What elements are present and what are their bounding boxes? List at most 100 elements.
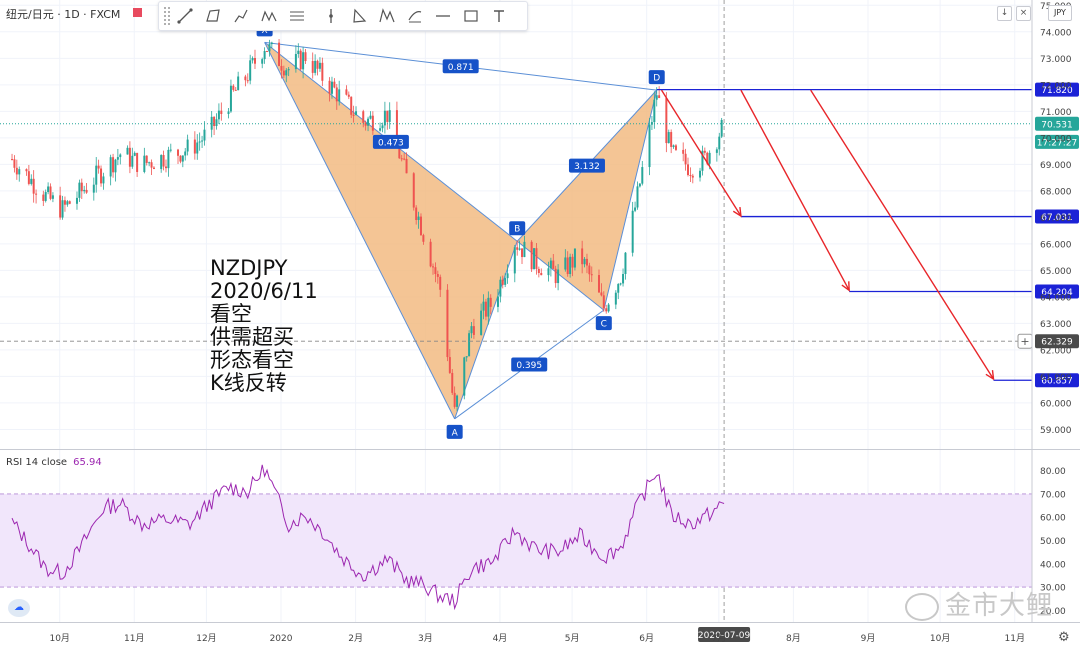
- candle-body: [143, 155, 146, 172]
- triangle-icon[interactable]: [345, 3, 373, 29]
- candle-body: [432, 266, 435, 268]
- vertical-line-icon[interactable]: [317, 3, 345, 29]
- gear-icon[interactable]: ⚙: [1058, 630, 1070, 645]
- candle-body: [419, 216, 422, 236]
- candle-body: [162, 155, 165, 167]
- candle-body: [95, 165, 98, 185]
- candle-body: [345, 89, 348, 95]
- candle-body: [210, 116, 213, 130]
- candle-body: [330, 81, 333, 94]
- candle-body: [564, 257, 567, 270]
- currency-button[interactable]: JPY: [1048, 5, 1072, 21]
- candle-body: [614, 292, 617, 305]
- price-tick-label: 61.000: [1040, 373, 1072, 383]
- box-icon[interactable]: [199, 3, 227, 29]
- candle-body: [78, 182, 81, 198]
- fib-icon[interactable]: [401, 3, 429, 29]
- price-tick-label: 67.000: [1040, 214, 1072, 224]
- candle-body: [181, 155, 184, 162]
- xabcd-icon[interactable]: [373, 3, 401, 29]
- candle-body: [198, 141, 201, 143]
- path-icon[interactable]: [227, 3, 255, 29]
- candle-body: [670, 132, 673, 147]
- candle-body: [720, 119, 723, 137]
- text-icon[interactable]: [485, 3, 513, 29]
- candle-body: [412, 173, 415, 208]
- candle-body: [109, 157, 112, 177]
- close-icon[interactable]: ×: [1016, 6, 1031, 21]
- candle-body: [468, 333, 471, 357]
- price-tick-label: 71.000: [1040, 108, 1072, 118]
- candle-body: [665, 98, 668, 144]
- tradingview-logo-icon[interactable]: ☁: [8, 599, 30, 617]
- candle-body: [169, 149, 172, 151]
- drag-handle-icon[interactable]: [163, 6, 171, 26]
- candle-body: [13, 159, 16, 168]
- price-tag: [1035, 134, 1079, 149]
- ratio-label: 0.871: [448, 63, 474, 73]
- candle-body: [506, 273, 509, 279]
- rsi-value: 65.94: [73, 457, 102, 468]
- candle-body: [47, 186, 50, 193]
- candle-body: [415, 207, 418, 220]
- candle-body: [653, 99, 656, 123]
- time-tick-label: 4月: [493, 633, 508, 644]
- candle-body: [422, 235, 425, 242]
- candle-body: [44, 192, 47, 201]
- candle-body: [472, 326, 475, 335]
- candle-body: [501, 279, 504, 285]
- candle-body: [583, 258, 586, 265]
- date-tag: [698, 627, 751, 642]
- price-tick-label: 68.000: [1040, 187, 1072, 197]
- candle-body: [446, 289, 449, 358]
- candle-body: [251, 58, 254, 61]
- candle-body: [80, 182, 83, 192]
- candle-body: [227, 111, 230, 114]
- time-tick-label: 10月: [930, 633, 950, 644]
- candle-body: [333, 81, 336, 88]
- price-tag: [1035, 334, 1079, 349]
- candle-body: [687, 164, 689, 176]
- candle-body: [100, 168, 103, 184]
- candle-body: [718, 136, 721, 150]
- rsi-band: [0, 493, 1032, 588]
- candle-body: [706, 152, 709, 164]
- flag-icon[interactable]: [133, 8, 142, 17]
- price-tag-label: 62.329: [1041, 338, 1073, 348]
- candle-body: [42, 194, 45, 201]
- price-tick-label: 59.000: [1040, 426, 1072, 436]
- candle-body: [266, 51, 269, 53]
- candle-body: [383, 110, 386, 126]
- candle-body: [302, 52, 305, 70]
- rectangle-icon[interactable]: [457, 3, 485, 29]
- pattern-icon[interactable]: [255, 3, 283, 29]
- candle-body: [282, 70, 285, 76]
- candle-body: [83, 189, 86, 192]
- candle-body: [234, 89, 237, 91]
- candle-body: [220, 110, 223, 114]
- candle-body: [164, 166, 167, 169]
- price-tick-label: 65.000: [1040, 267, 1072, 277]
- candle-body: [314, 60, 317, 73]
- horizontal-lines-icon[interactable]: [283, 3, 311, 29]
- line-icon[interactable]: [429, 3, 457, 29]
- trend-line-icon[interactable]: [171, 3, 199, 29]
- projection-arrow: [810, 89, 995, 380]
- candle-body: [297, 50, 300, 55]
- chevron-down-icon[interactable]: ↓: [997, 6, 1012, 21]
- candle-body: [49, 186, 52, 199]
- candle-body: [605, 308, 608, 312]
- candle-body: [184, 151, 187, 156]
- candle-body: [398, 144, 401, 159]
- candle-body: [32, 178, 35, 194]
- candle-body: [648, 124, 651, 168]
- candle-body: [18, 169, 21, 175]
- candle-body: [429, 241, 432, 267]
- candle-body: [672, 145, 675, 147]
- pattern-edge-CD: [603, 90, 658, 311]
- xab-triangle: [264, 42, 518, 419]
- candle-body: [299, 50, 302, 70]
- candle-body: [75, 197, 78, 204]
- date-tag-label: 2020-07-09: [698, 631, 751, 641]
